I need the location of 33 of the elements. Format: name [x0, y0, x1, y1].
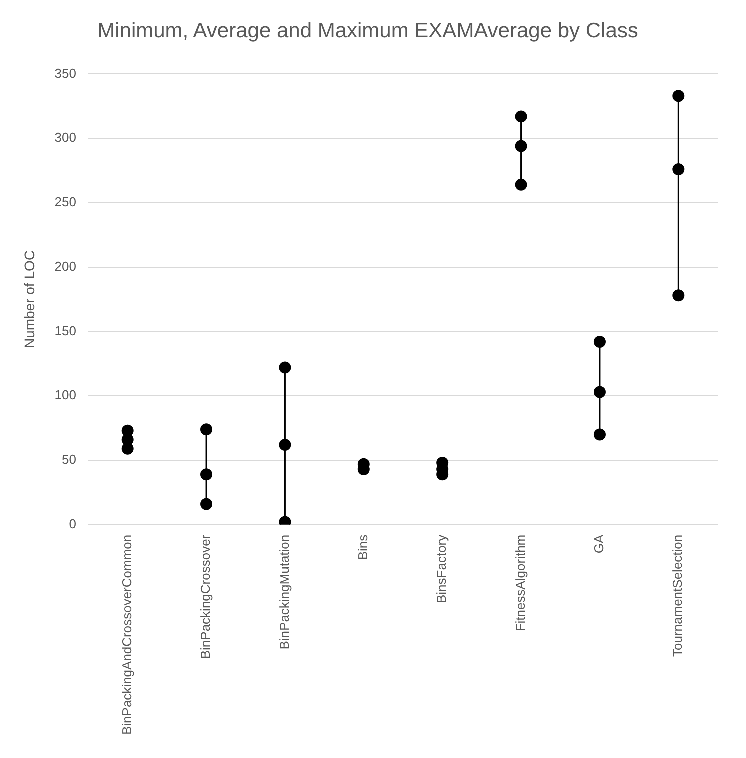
x-tick-label: TournamentSelection — [670, 534, 686, 657]
y-tick-label: 150 — [54, 323, 76, 338]
y-tick-label: 50 — [62, 452, 76, 468]
point — [594, 428, 606, 441]
point — [672, 290, 685, 302]
y-axis-title: Number of LOC — [21, 250, 38, 349]
point — [200, 468, 213, 481]
point — [594, 336, 606, 348]
x-tick-label: Bins — [355, 534, 370, 560]
point — [200, 424, 213, 436]
x-tick-label: BinPackingMutation — [276, 534, 292, 650]
y-tick-label: 250 — [54, 194, 76, 210]
y-tick-label: 100 — [54, 388, 76, 403]
y-tick-label: 0 — [69, 516, 76, 532]
point — [200, 498, 213, 510]
x-tick-label: BinsFactory — [434, 534, 450, 604]
point — [515, 140, 528, 152]
y-tick-label: 200 — [54, 258, 76, 274]
point — [515, 178, 528, 191]
point — [672, 163, 685, 176]
y-tick-label: 350 — [54, 66, 76, 81]
x-tick-label: BinPackingAndCrossoverCommon — [119, 534, 134, 736]
x-tick-label: BinPackingCrossover — [198, 534, 214, 660]
point — [515, 110, 528, 123]
x-tick-label: FitnessAlgorithm — [512, 534, 528, 632]
point — [672, 90, 685, 102]
x-tick-label: GA — [592, 534, 607, 554]
chart-title: Minimum, Average and Maximum EXAMAverage by Class — [98, 19, 638, 42]
y-tick-label: 300 — [54, 130, 76, 146]
point — [594, 386, 606, 398]
point — [279, 439, 292, 452]
point — [122, 424, 134, 437]
point — [279, 362, 292, 374]
